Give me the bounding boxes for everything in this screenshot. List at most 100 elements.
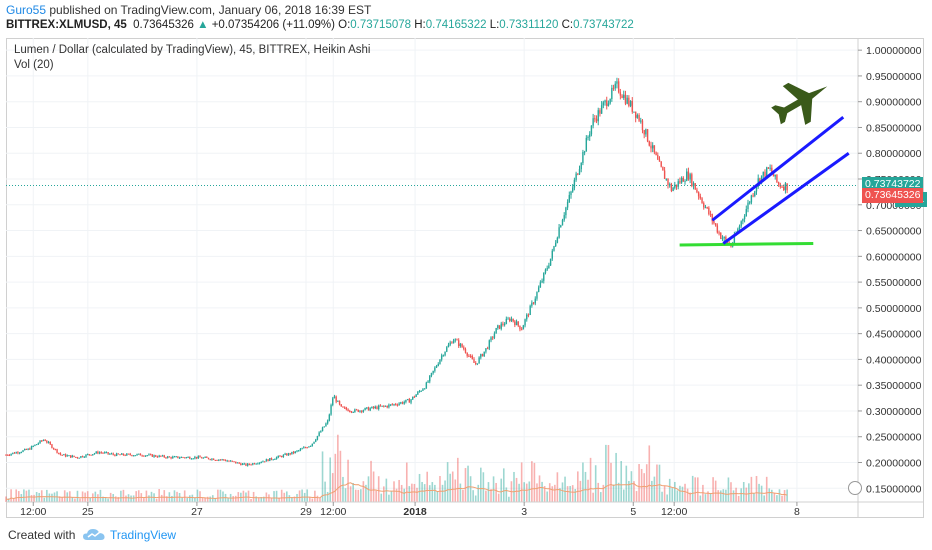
volume-bar <box>569 485 571 502</box>
candle-body <box>766 167 768 177</box>
volume-bar <box>311 498 314 502</box>
candle-body <box>304 447 307 449</box>
volume-bar <box>234 495 237 502</box>
volume-bar <box>467 465 469 502</box>
chart-settings-icon[interactable] <box>848 481 862 495</box>
volume-bar <box>704 494 707 502</box>
volume-bar <box>730 482 732 502</box>
candle-body <box>114 454 116 456</box>
volume-bar <box>347 459 349 502</box>
candle-body <box>194 456 196 459</box>
candle-body <box>245 463 247 466</box>
candle-body <box>708 207 710 215</box>
candle-body <box>412 396 414 400</box>
volume-bar <box>712 477 714 502</box>
candle-body <box>573 179 576 188</box>
candle-body <box>786 183 788 191</box>
candle-body <box>432 370 434 373</box>
volume-bar <box>163 490 166 502</box>
candle-body <box>224 459 227 461</box>
y-tick-label: 0.15000000 <box>866 483 922 495</box>
airplane-shape <box>771 82 828 125</box>
candle-body <box>345 407 348 410</box>
candle-body <box>774 174 776 177</box>
candle-body <box>488 340 491 349</box>
volume-bar <box>191 494 194 502</box>
candle-body <box>144 455 147 457</box>
volume-bar <box>487 482 490 502</box>
author-link[interactable]: Guro55 <box>6 3 47 17</box>
x-tick-label: 2018 <box>403 506 427 518</box>
chart-legend-main[interactable]: Lumen / Dollar (calculated by TradingVie… <box>14 44 371 56</box>
candle-body <box>262 461 264 463</box>
candle-body <box>156 456 159 458</box>
candle-body <box>260 462 262 464</box>
candle-body <box>85 454 87 457</box>
volume-bar <box>306 489 309 502</box>
volume-bar <box>668 478 671 502</box>
candle-body <box>369 408 371 411</box>
candle-body <box>435 365 438 368</box>
candle-body <box>374 406 376 409</box>
y-tick-label: 0.60000000 <box>866 251 922 263</box>
candle-body <box>403 402 405 404</box>
candle-body <box>541 280 543 283</box>
candle-body <box>549 258 552 266</box>
candle-body <box>667 178 669 185</box>
candle-body <box>452 340 455 344</box>
y-tick-label: 1.00000000 <box>866 45 922 57</box>
x-tick-label: 8 <box>794 506 800 518</box>
volume-bar <box>525 483 528 502</box>
volume-bar <box>469 476 472 502</box>
volume-bar <box>536 483 538 502</box>
volume-bar <box>617 482 620 502</box>
candle-body <box>515 321 518 326</box>
volume-bar <box>352 483 354 502</box>
candle-body <box>214 459 217 461</box>
volume-bar <box>594 465 597 502</box>
candle-body <box>308 446 310 448</box>
candle-body <box>195 456 198 459</box>
candle-body <box>393 404 395 406</box>
candle-body <box>684 180 686 182</box>
candle-body <box>284 453 286 455</box>
tradingview-brand[interactable]: TradingView <box>110 528 177 542</box>
candle-body <box>372 406 375 409</box>
candle-body <box>54 449 57 451</box>
last-price-badge: 0.73645326 <box>862 187 924 203</box>
x-tick-label: 25 <box>82 506 94 518</box>
candle-body <box>223 459 225 461</box>
candle-body <box>614 83 616 89</box>
volume-bar <box>411 483 413 502</box>
volume-bar <box>196 489 199 502</box>
volume-bar <box>181 497 183 502</box>
candle-body <box>257 463 259 465</box>
candle-body <box>583 151 586 153</box>
candle-body <box>129 453 131 455</box>
volume-bar <box>490 489 492 502</box>
candle-body <box>49 442 51 445</box>
volume-bar <box>671 488 674 502</box>
volume-bar <box>23 489 25 502</box>
candle-body <box>520 329 523 331</box>
candle-body <box>585 137 588 152</box>
high-value: 0.74165322 <box>425 19 487 31</box>
volume-bar <box>640 468 643 502</box>
chart-legend-volume[interactable]: Vol (20) <box>14 59 54 71</box>
candle-body <box>522 325 525 330</box>
candle-body <box>720 232 722 239</box>
candle-body <box>325 423 327 427</box>
candle-body <box>126 453 128 456</box>
volume-bar <box>171 495 173 502</box>
volume-bar <box>383 486 385 502</box>
volume-bar <box>610 462 612 502</box>
candle-body <box>190 458 193 460</box>
candle-body <box>168 456 171 458</box>
candle-body <box>677 181 679 187</box>
candle-body <box>532 302 535 304</box>
candle-body <box>267 459 269 462</box>
candle-body <box>250 464 252 466</box>
volume-bar <box>732 490 735 502</box>
candle-body <box>56 449 58 453</box>
